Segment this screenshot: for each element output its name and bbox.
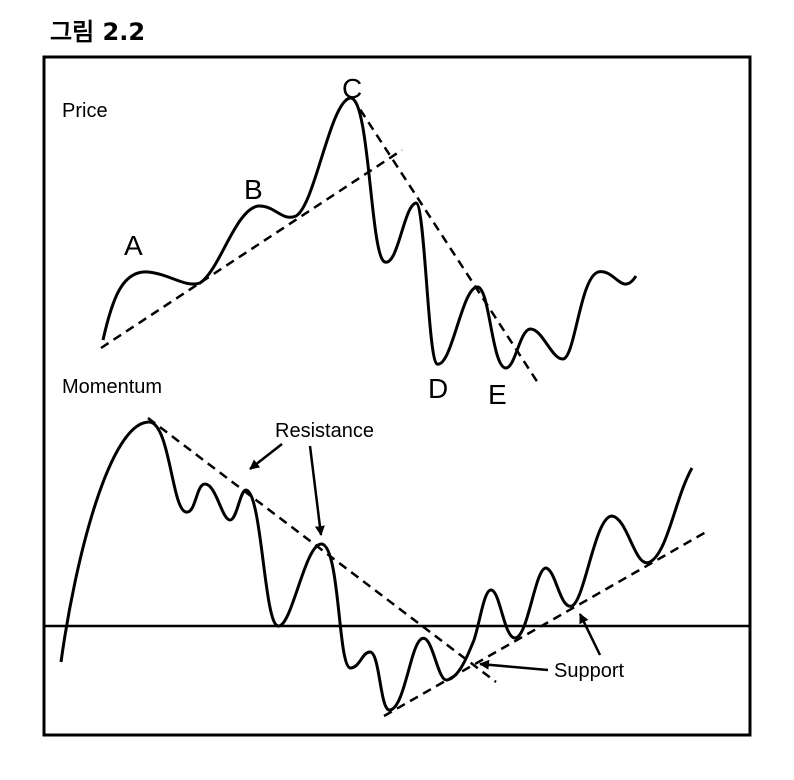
point-label-d: D [428, 373, 448, 404]
resistance-label: Resistance [275, 420, 374, 442]
support-arrow-left [479, 659, 549, 672]
resistance-arrow-right [308, 445, 325, 536]
chart-frame [42, 55, 752, 737]
point-label-c: C [342, 73, 362, 104]
price-uptrend-line [100, 148, 403, 350]
momentum-curve [59, 420, 694, 712]
support-label: Support [554, 660, 624, 682]
price-panel-label: Price [62, 100, 108, 122]
point-label-b: B [244, 174, 263, 205]
momentum-resistance-line [147, 417, 497, 683]
support-arrow-right [578, 613, 602, 656]
point-label-a: A [124, 230, 143, 261]
price-curve [101, 96, 638, 370]
point-label-e: E [488, 379, 507, 410]
price-downtrend-line [350, 96, 542, 387]
resistance-arrow-left [249, 443, 283, 470]
momentum-panel-label: Momentum [62, 376, 162, 398]
momentum-support-line [383, 530, 707, 718]
figure-title: 그림 2.2 [50, 18, 146, 46]
